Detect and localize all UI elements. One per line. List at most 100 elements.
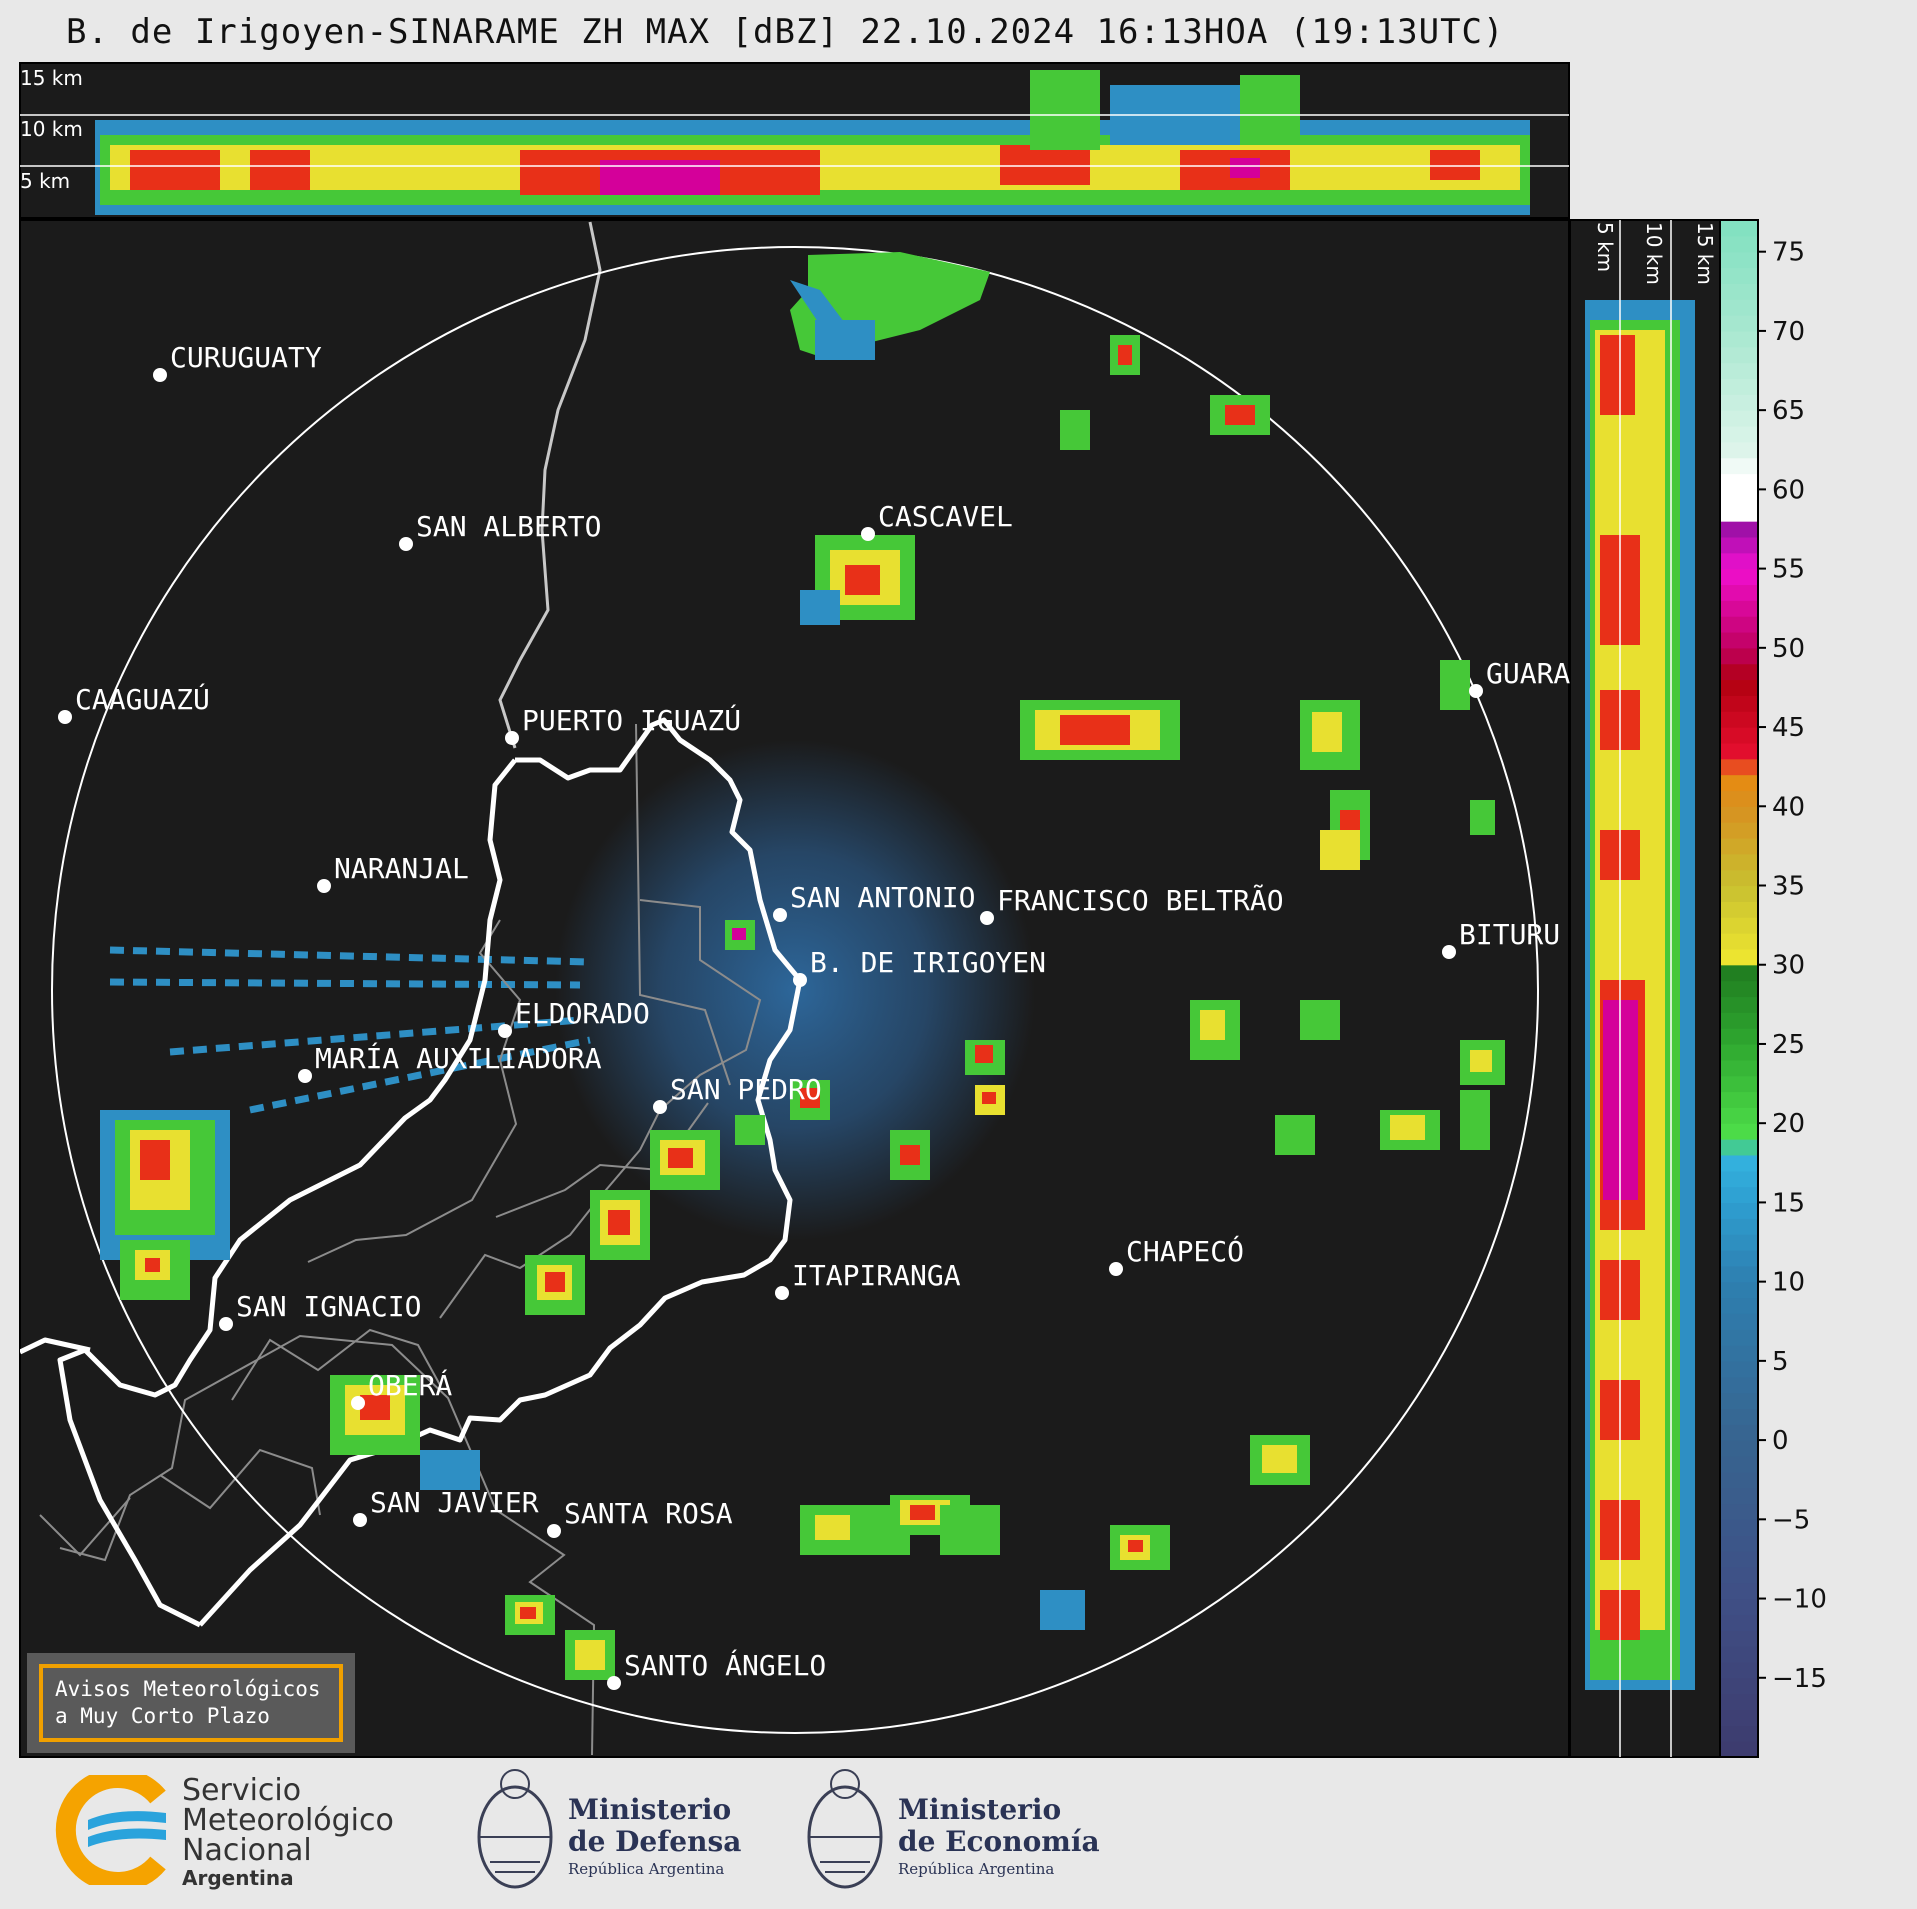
map-content bbox=[20, 221, 1539, 1756]
colorbar-segment bbox=[1720, 1598, 1758, 1615]
colorbar-segment bbox=[1720, 552, 1758, 570]
colorbar-segment bbox=[1720, 1297, 1758, 1314]
colorbar-segment bbox=[1720, 711, 1758, 728]
colorbar-segment bbox=[1720, 1186, 1758, 1204]
city-label: FRANCISCO BELTRÃO bbox=[997, 884, 1284, 917]
colorbar-segment bbox=[1720, 600, 1758, 617]
city-dot bbox=[1109, 1262, 1123, 1276]
smn-line3: Nacional bbox=[182, 1833, 312, 1868]
side-label-10km: 10 km bbox=[1642, 222, 1666, 285]
colorbar-tick-label: 55 bbox=[1772, 555, 1805, 585]
colorbar-segment bbox=[1720, 1566, 1758, 1584]
colorbar-segment bbox=[1720, 1028, 1758, 1045]
smn-logo-text: Servicio Meteorológico Nacional Argentin… bbox=[182, 1776, 394, 1891]
colorbar-segment bbox=[1720, 1091, 1758, 1108]
colorbar-segment bbox=[1720, 758, 1758, 776]
city-label: GUARA bbox=[1486, 657, 1570, 690]
city-dot bbox=[653, 1100, 667, 1114]
colorbar-segment bbox=[1720, 1329, 1758, 1346]
colorbar-segment bbox=[1720, 1154, 1758, 1172]
colorbar-segment bbox=[1720, 1376, 1758, 1394]
colorbar-segment bbox=[1720, 1725, 1758, 1742]
economia-coat-of-arms-icon bbox=[807, 1769, 883, 1889]
colorbar-segment bbox=[1720, 521, 1758, 538]
colorbar-segment bbox=[1720, 853, 1758, 871]
colorbar-segment bbox=[1720, 251, 1758, 269]
top-section-echoes bbox=[95, 70, 1530, 215]
colorbar-segment bbox=[1720, 727, 1758, 744]
city-dot bbox=[153, 368, 167, 382]
city-dot bbox=[607, 1676, 621, 1690]
city-label: SANTO ÁNGELO bbox=[624, 1648, 826, 1682]
city-dot bbox=[1442, 945, 1456, 959]
colorbar-segment bbox=[1720, 1741, 1758, 1758]
colorbar-segment bbox=[1720, 1313, 1758, 1330]
colorbar-segment bbox=[1720, 489, 1758, 506]
colorbar-segment bbox=[1720, 1202, 1758, 1219]
colorbar-tick-label: 0 bbox=[1772, 1426, 1789, 1456]
colorbar-segment bbox=[1720, 1075, 1758, 1093]
defensa-line2: de Defensa bbox=[568, 1825, 742, 1858]
colorbar-segment bbox=[1720, 1392, 1758, 1410]
colorbar-segment bbox=[1720, 1424, 1758, 1441]
defensa-line3: República Argentina bbox=[568, 1860, 725, 1878]
colorbar-segment bbox=[1720, 1170, 1758, 1188]
colorbar-segment bbox=[1720, 1249, 1758, 1267]
colorbar-frame bbox=[1719, 219, 1759, 1758]
city-dot bbox=[505, 731, 519, 745]
city-label: MARÍA AUXILIADORA bbox=[315, 1041, 602, 1075]
colorbar-segment bbox=[1720, 220, 1758, 237]
city-dot bbox=[775, 1286, 789, 1300]
colorbar-segment bbox=[1720, 1709, 1758, 1726]
city-label: SAN PEDRO bbox=[670, 1073, 822, 1106]
top-label-5km: 5 km bbox=[20, 169, 70, 193]
defensa-coat-of-arms-icon bbox=[477, 1769, 553, 1889]
city-dot bbox=[498, 1024, 512, 1038]
colorbar-tick-label: 35 bbox=[1772, 872, 1805, 902]
top-label-15km: 15 km bbox=[20, 66, 83, 90]
city-label: SANTA ROSA bbox=[564, 1497, 733, 1530]
colorbar-segment bbox=[1720, 964, 1758, 982]
colorbar-segment bbox=[1720, 1012, 1758, 1029]
colorbar-segment bbox=[1720, 647, 1758, 665]
colorbar-segment bbox=[1720, 806, 1758, 823]
colorbar-segment bbox=[1720, 616, 1758, 633]
colorbar-segment bbox=[1720, 885, 1758, 902]
colorbar-segment bbox=[1720, 933, 1758, 950]
colorbar-segment bbox=[1720, 235, 1758, 253]
city-dot bbox=[861, 527, 875, 541]
city-label: SAN IGNACIO bbox=[236, 1290, 421, 1323]
colorbar-segment bbox=[1720, 1646, 1758, 1663]
smn-line2: Meteorológico bbox=[182, 1803, 394, 1838]
city-dot bbox=[353, 1513, 367, 1527]
colorbar-segment bbox=[1720, 1440, 1758, 1457]
colorbar-segment bbox=[1720, 346, 1758, 364]
colorbar-segment bbox=[1720, 1693, 1758, 1711]
colorbar-segment bbox=[1720, 1139, 1758, 1156]
colorbar-segment bbox=[1720, 1408, 1758, 1425]
colorbar-segment bbox=[1720, 1519, 1758, 1536]
colorbar-tick-label: 75 bbox=[1772, 238, 1805, 268]
colorbar-tick-label: 20 bbox=[1772, 1109, 1805, 1139]
colorbar-segment bbox=[1720, 1360, 1758, 1378]
colorbar-segment bbox=[1720, 1043, 1758, 1061]
colorbar-segment bbox=[1720, 394, 1758, 411]
colorbar-segment bbox=[1720, 283, 1758, 300]
colorbar-tick-label: 30 bbox=[1772, 951, 1805, 981]
colorbar-segment bbox=[1720, 362, 1758, 380]
colorbar-segment bbox=[1720, 695, 1758, 712]
side-label-5km: 5 km bbox=[1593, 222, 1617, 272]
colorbar-tick-label: 10 bbox=[1772, 1268, 1805, 1298]
city-dot bbox=[547, 1524, 561, 1538]
colorbar-segment bbox=[1720, 742, 1758, 760]
avisos-box[interactable]: Avisos Meteorológicos a Muy Corto Plazo bbox=[27, 1653, 355, 1753]
colorbar-segment bbox=[1720, 1123, 1758, 1140]
city-dot bbox=[1469, 684, 1483, 698]
city-markers: CURUGUATY SAN ALBERTO CAAGUAZÚ PUERTO IGUAZ… bbox=[58, 341, 1570, 1690]
colorbar-segment bbox=[1720, 330, 1758, 348]
colorbar-segment bbox=[1720, 1677, 1758, 1695]
economia-line2: de Economía bbox=[898, 1825, 1100, 1858]
colorbar-segment bbox=[1720, 901, 1758, 918]
